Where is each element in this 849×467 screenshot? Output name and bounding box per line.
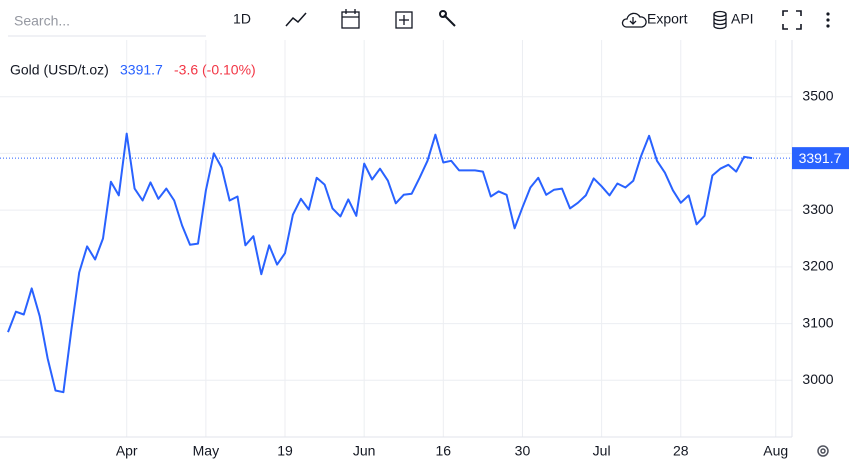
y-tick-label: 3100: [802, 314, 833, 330]
gear-icon[interactable]: [817, 445, 829, 457]
x-tick-label: 30: [515, 443, 531, 459]
more-button[interactable]: [826, 12, 830, 28]
y-tick-label: 3300: [802, 201, 833, 217]
api-icon: [713, 10, 727, 30]
plot: 300031003200330034003500AprMay19Jun1630J…: [0, 40, 849, 459]
price-line: [7, 132, 753, 394]
api-button[interactable]: API: [731, 11, 754, 27]
compare-button[interactable]: [395, 11, 413, 29]
legend-title: Gold (USD/t.oz): [10, 62, 109, 78]
legend-value: 3391.7: [120, 62, 163, 78]
last-price-box: [792, 147, 849, 170]
search-box[interactable]: Search...: [14, 13, 70, 29]
legend-change: -3.6 (-0.10%): [174, 62, 256, 78]
x-tick-label: 19: [277, 443, 293, 459]
x-tick-label: Jun: [353, 443, 376, 459]
chart-type-button[interactable]: [285, 12, 307, 27]
export-icon: [621, 12, 647, 28]
interval-button[interactable]: 1D: [233, 11, 251, 27]
y-tick-label: 3000: [802, 371, 833, 387]
fullscreen-button[interactable]: [782, 10, 802, 30]
x-tick-label: 28: [673, 443, 689, 459]
x-tick-label: Apr: [116, 443, 138, 459]
y-tick-label: 3200: [802, 258, 833, 274]
last-price-label: 3391.7: [799, 150, 842, 166]
y-tick-label: 3500: [802, 87, 833, 103]
settings-tool-button[interactable]: [439, 10, 456, 27]
x-tick-label: May: [193, 443, 219, 459]
export-button[interactable]: Export: [647, 11, 688, 27]
x-tick-label: 16: [436, 443, 452, 459]
calendar-button[interactable]: [341, 9, 360, 29]
x-tick-label: Aug: [763, 443, 788, 459]
x-tick-label: Jul: [593, 443, 611, 459]
